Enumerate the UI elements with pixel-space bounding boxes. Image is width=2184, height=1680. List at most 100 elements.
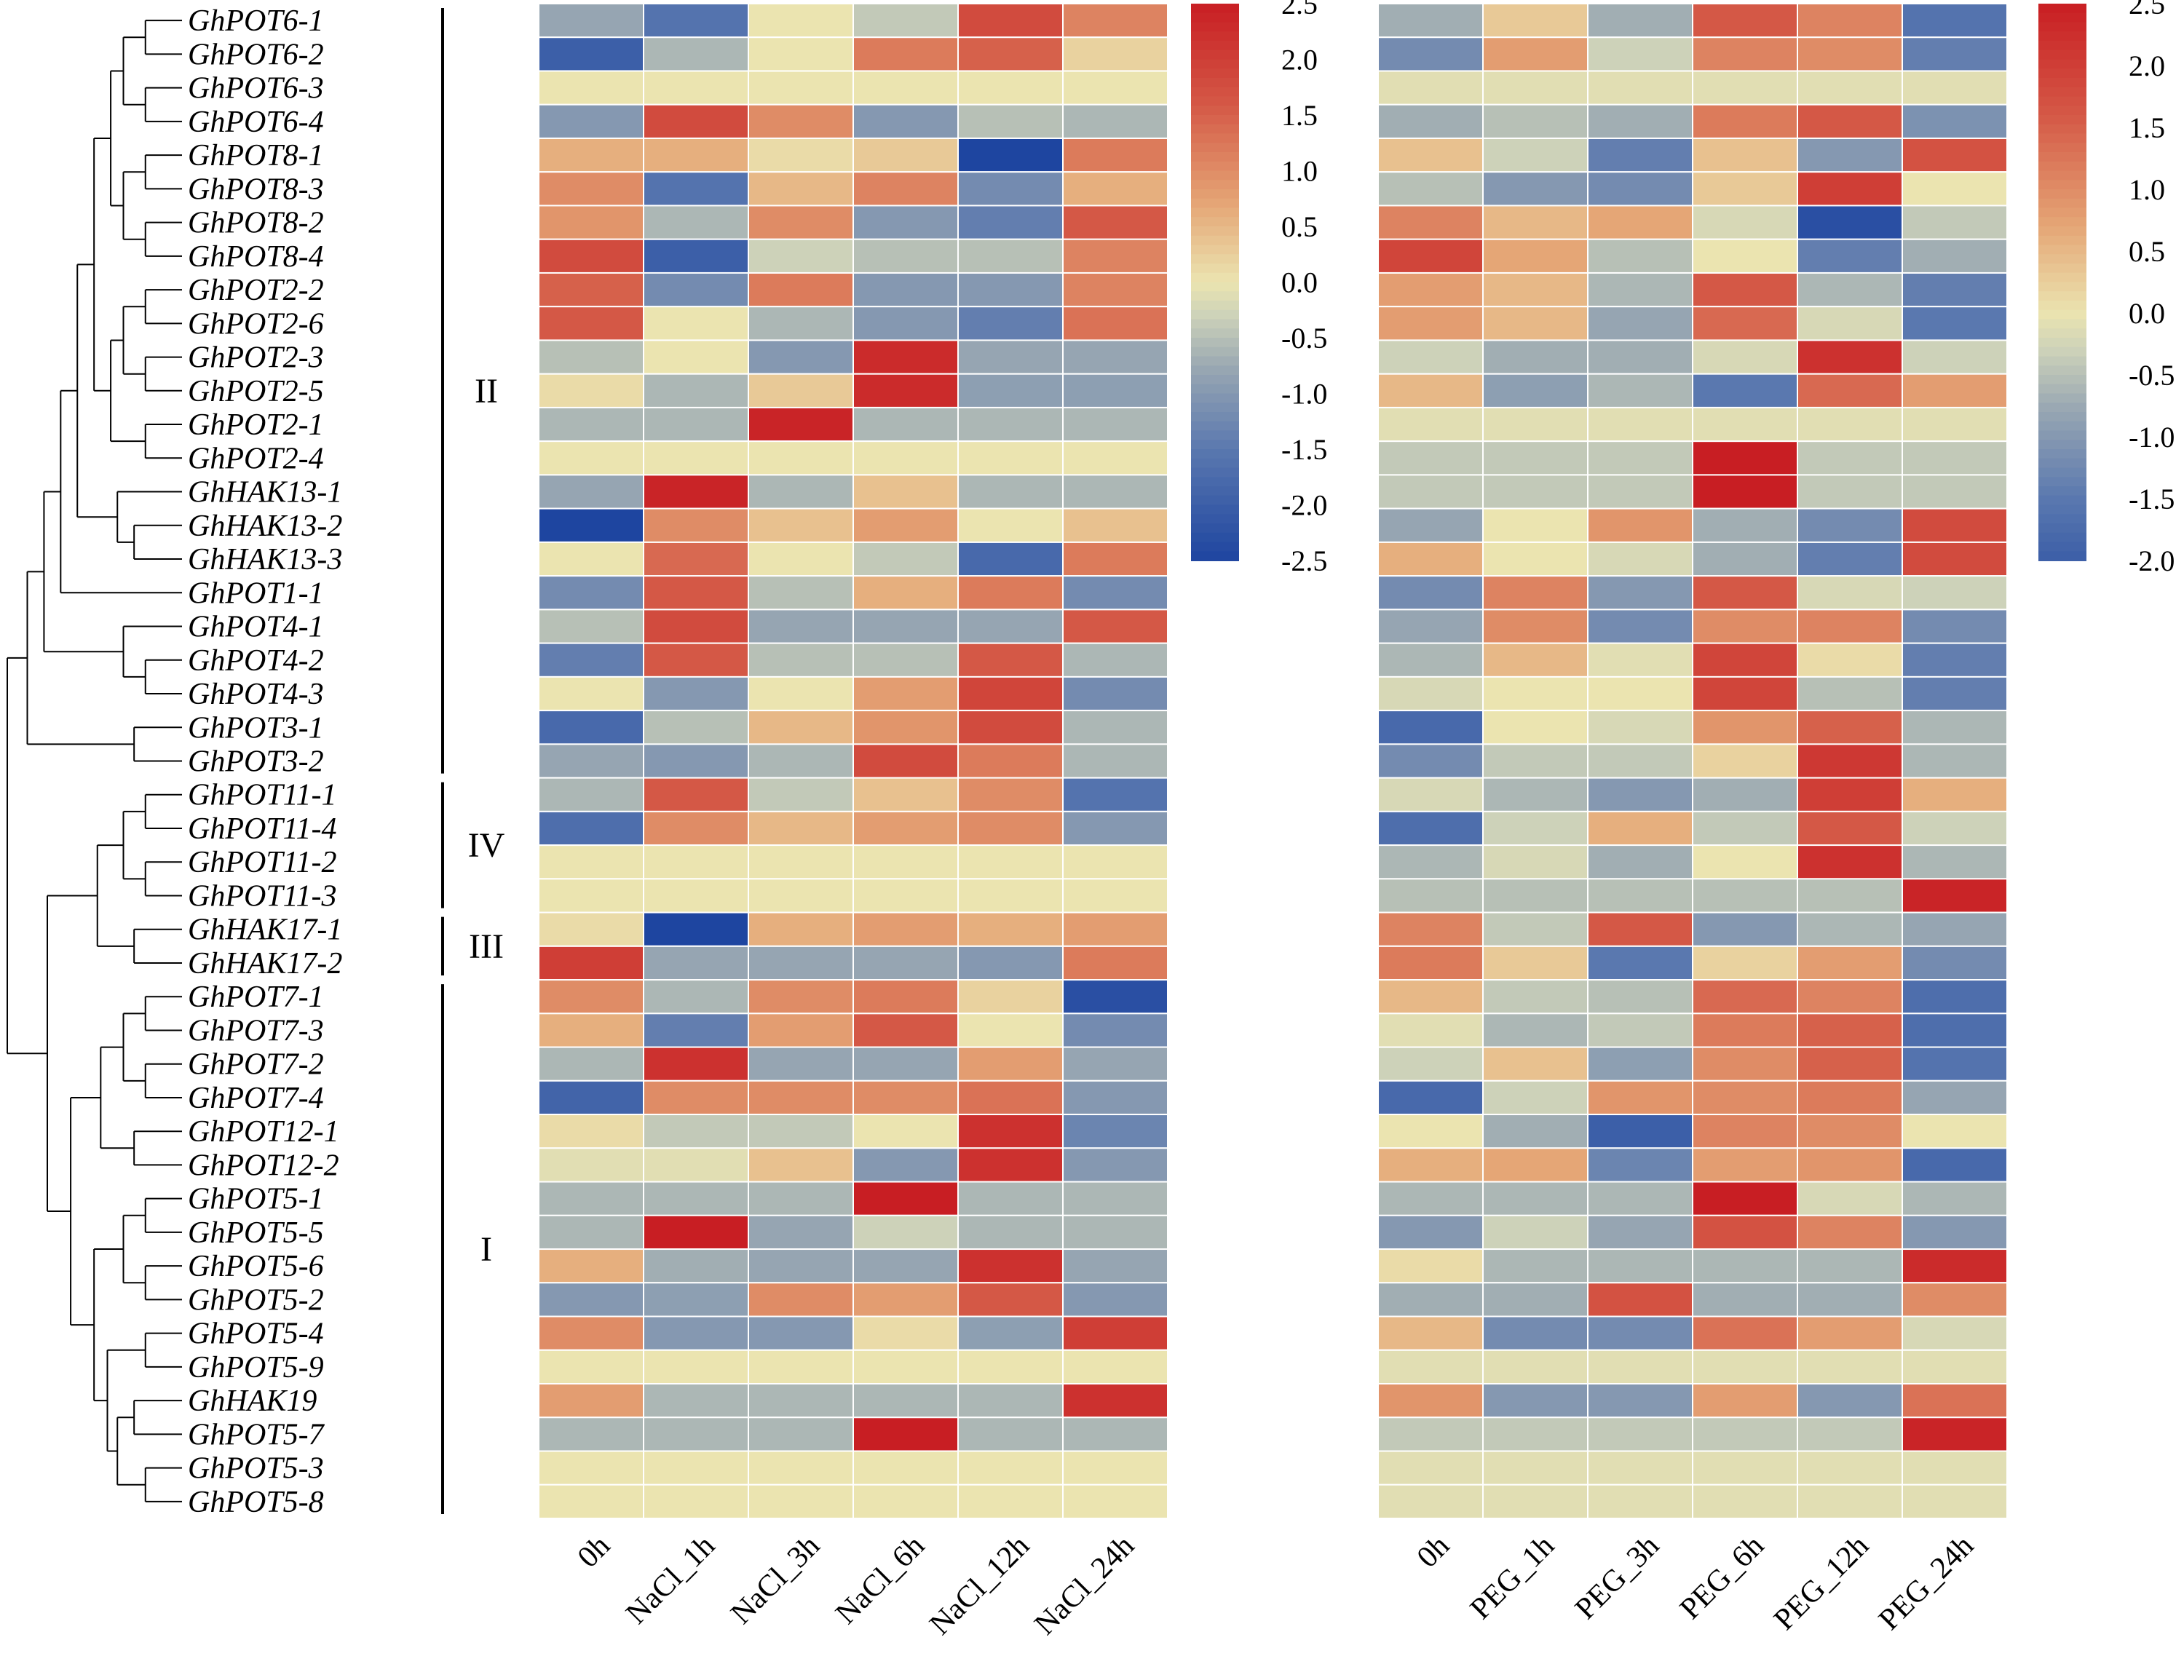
heatmap-cell xyxy=(1797,474,1903,510)
heatmap-cell xyxy=(1062,642,1168,678)
gene-label: GhPOT11-2 xyxy=(188,846,337,879)
heatmap-cell xyxy=(1692,3,1798,39)
colorbar-segment xyxy=(1191,161,1239,172)
heatmap-cell xyxy=(643,878,749,914)
heatmap-cell xyxy=(643,1147,749,1183)
heatmap-cell xyxy=(1902,137,2008,173)
heatmap-cell xyxy=(538,103,644,139)
column-label: NaCl_12h xyxy=(923,1529,1036,1642)
colorbar-segment xyxy=(1191,403,1239,413)
heatmap-cell xyxy=(538,440,644,476)
colorbar-segment xyxy=(2038,4,2086,14)
gene-label: GhPOT7-3 xyxy=(188,1014,324,1047)
heatmap-cell xyxy=(1902,911,2008,947)
colorbar-segment xyxy=(2038,403,2086,413)
heatmap-cell xyxy=(957,103,1064,139)
heatmap-cell xyxy=(643,1450,749,1486)
heatmap-cell xyxy=(748,710,854,745)
heatmap-cell xyxy=(748,1282,854,1318)
colorbar-segment xyxy=(2038,106,2086,116)
heatmap-cell xyxy=(1482,911,1588,947)
colorbar-tick-label: 1.5 xyxy=(1281,99,1318,132)
colorbar-segment xyxy=(2038,495,2086,506)
heatmap-cell xyxy=(538,1046,644,1082)
gene-label: GhHAK17-1 xyxy=(188,914,342,947)
heatmap-cell xyxy=(1377,1147,1484,1183)
heatmap-cell xyxy=(1902,1416,2008,1452)
colorbar-segment xyxy=(1191,235,1239,246)
heatmap-cell xyxy=(1377,36,1484,72)
heatmap-cell xyxy=(1062,777,1168,812)
heatmap-cell xyxy=(852,507,959,543)
colorbar-segment xyxy=(2038,133,2086,144)
heatmap-cell xyxy=(538,1483,644,1520)
heatmap-cell xyxy=(1587,1282,1693,1318)
heatmap-cell xyxy=(957,1013,1064,1048)
subfamily-label: III xyxy=(469,927,504,966)
colorbar-segment xyxy=(2038,207,2086,218)
heatmap-cell xyxy=(1482,1114,1588,1149)
heatmap-cell xyxy=(1482,1483,1588,1520)
heatmap-cell xyxy=(1902,306,2008,341)
heatmap-cell xyxy=(1482,642,1588,678)
heatmap-cell xyxy=(1062,1181,1168,1216)
heatmap-cell xyxy=(1692,945,1798,981)
heatmap-cell xyxy=(1692,642,1798,678)
gene-label: GhPOT5-5 xyxy=(188,1216,324,1250)
heatmap-cell xyxy=(957,1248,1064,1284)
heatmap-cell xyxy=(538,1416,644,1452)
heatmap-cell xyxy=(852,675,959,712)
colorbar-segment xyxy=(2038,375,2086,385)
gene-label: GhPOT4-3 xyxy=(188,678,324,711)
colorbar-segment xyxy=(1191,272,1239,283)
gene-label: GhPOT5-7 xyxy=(188,1418,325,1451)
colorbar-segment xyxy=(1191,477,1239,487)
heatmap-cell xyxy=(1062,137,1168,173)
gene-label: GhPOT5-9 xyxy=(188,1351,324,1384)
heatmap-cell xyxy=(957,1181,1064,1216)
gene-label: GhPOT3-2 xyxy=(188,745,324,779)
heatmap-cell xyxy=(1482,1416,1588,1452)
colorbar-segment xyxy=(2038,319,2086,330)
colorbar-segment xyxy=(1191,356,1239,367)
heatmap-cell xyxy=(1692,777,1798,812)
colorbar-segment xyxy=(1191,49,1239,60)
heatmap-cell xyxy=(1062,743,1168,779)
colorbar-segment xyxy=(1191,514,1239,524)
gene-label: GhPOT1-1 xyxy=(188,576,324,610)
heatmap-cell xyxy=(1482,1383,1588,1419)
heatmap-cell xyxy=(1377,1079,1484,1116)
heatmap-cell xyxy=(643,945,749,981)
heatmap-cell xyxy=(957,945,1064,981)
colorbar-segment xyxy=(1191,551,1239,561)
heatmap-cell xyxy=(1482,1214,1588,1251)
heatmap-cell xyxy=(957,878,1064,914)
heatmap-cell xyxy=(748,541,854,577)
heatmap-cell xyxy=(852,474,959,510)
heatmap-cell xyxy=(1902,710,2008,745)
heatmap-cell xyxy=(1062,205,1168,240)
heatmap-cell xyxy=(1587,1181,1693,1216)
heatmap-cell xyxy=(1062,979,1168,1015)
heatmap-cell xyxy=(1692,844,1798,880)
heatmap-cell xyxy=(1377,205,1484,240)
colorbar-tick-label: 2.5 xyxy=(2129,0,2165,20)
heatmap-cell xyxy=(1692,103,1798,139)
heatmap-cell xyxy=(1587,979,1693,1015)
heatmap-cell xyxy=(957,171,1064,207)
colorbar-segment xyxy=(1191,301,1239,311)
colorbar-segment xyxy=(2038,458,2086,469)
heatmap-cell xyxy=(1692,205,1798,240)
heatmap-cell xyxy=(643,373,749,408)
heatmap-cell xyxy=(1377,373,1484,408)
colorbar-segment xyxy=(2038,78,2086,88)
colorbar-segment xyxy=(2038,440,2086,450)
heatmap-cell xyxy=(1692,1315,1798,1351)
heatmap-cell xyxy=(1377,272,1484,308)
heatmap-cell xyxy=(852,1147,959,1183)
heatmap-cell xyxy=(1902,1181,2008,1216)
gene-label: GhHAK13-3 xyxy=(188,543,342,576)
heatmap-cell xyxy=(1377,1416,1484,1452)
heatmap-cell xyxy=(1692,171,1798,207)
